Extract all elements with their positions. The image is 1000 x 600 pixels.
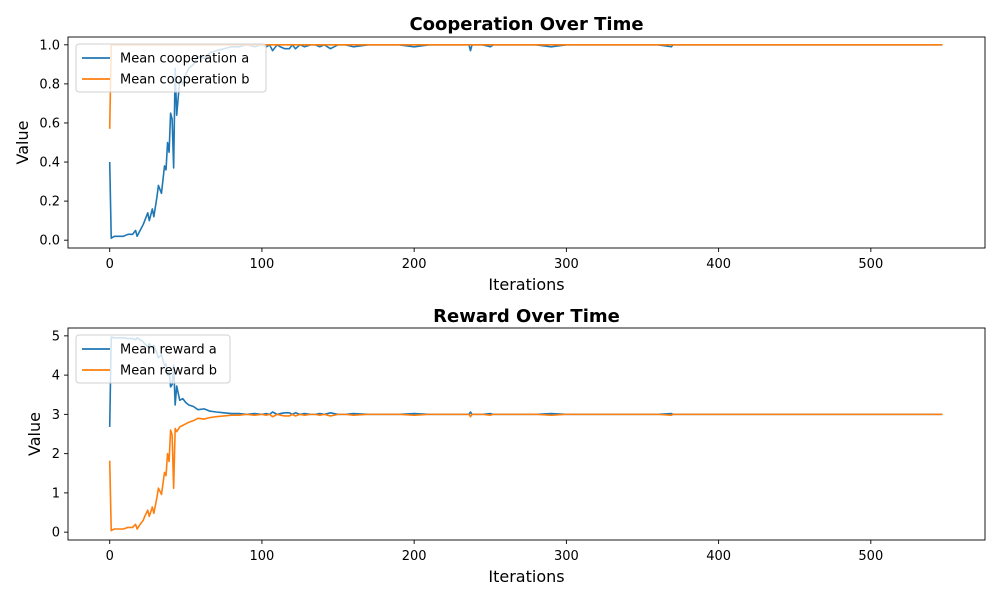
series-line-a [108, 44, 943, 240]
x-tick-label: 500 [858, 549, 883, 564]
reward-chart: Reward Over Time 0 100 200 300 400 500 0 1 2 3 4 5 It… [25, 306, 986, 586]
y-tick-label: 0.2 [39, 195, 60, 210]
y-axis-label: Value [25, 412, 44, 456]
legend-entry: Mean cooperation b [120, 73, 249, 88]
x-tick-label: 100 [250, 549, 275, 564]
y-tick-label: 0 [52, 526, 60, 541]
legend-box [75, 43, 267, 93]
y-tick-label: 0.6 [39, 116, 60, 131]
chart-title: Reward Over Time [433, 306, 620, 327]
legend-entry: Mean cooperation a [120, 52, 249, 67]
x-tick-label: 100 [250, 257, 275, 272]
series-line-b [108, 413, 943, 532]
x-tick-label: 400 [706, 549, 731, 564]
y-tick-label: 1.0 [39, 38, 60, 53]
legend-box [75, 334, 231, 384]
axes-frame [67, 327, 986, 541]
legend-entry: Mean reward a [120, 343, 217, 358]
cooperation-chart: Cooperation Over Time 0 100 200 300 400 500 0.0… [13, 14, 986, 294]
y-tick-label: 0.0 [39, 234, 60, 249]
x-tick-label: 400 [706, 257, 731, 272]
y-tick-label: 0.4 [39, 156, 60, 171]
x-tick-label: 300 [554, 257, 579, 272]
x-tick-label: 200 [402, 549, 427, 564]
x-tick-label: 0 [106, 549, 114, 564]
x-tick-label: 300 [554, 549, 579, 564]
legend-entry: Mean reward b [120, 364, 217, 379]
legend: Mean cooperation a Mean cooperation b [75, 43, 267, 93]
y-tick-label: 5 [52, 329, 60, 344]
x-tick-label: 200 [402, 257, 427, 272]
y-axis-label: Value [13, 121, 32, 165]
x-axis-label: Iterations [488, 567, 564, 586]
legend: Mean reward a Mean reward b [75, 334, 231, 384]
series-group [108, 336, 943, 532]
x-tick-label: 500 [858, 257, 883, 272]
y-tick-label: 2 [52, 447, 60, 462]
x-tick-label: 0 [106, 257, 114, 272]
y-tick-label: 1 [52, 486, 60, 501]
series-line-a [108, 336, 943, 427]
y-tick-label: 3 [52, 408, 60, 423]
axes-frame [67, 36, 986, 249]
chart-title: Cooperation Over Time [409, 14, 643, 35]
y-tick-label: 4 [52, 369, 60, 384]
x-axis-label: Iterations [488, 275, 564, 294]
y-tick-label: 0.8 [39, 77, 60, 92]
